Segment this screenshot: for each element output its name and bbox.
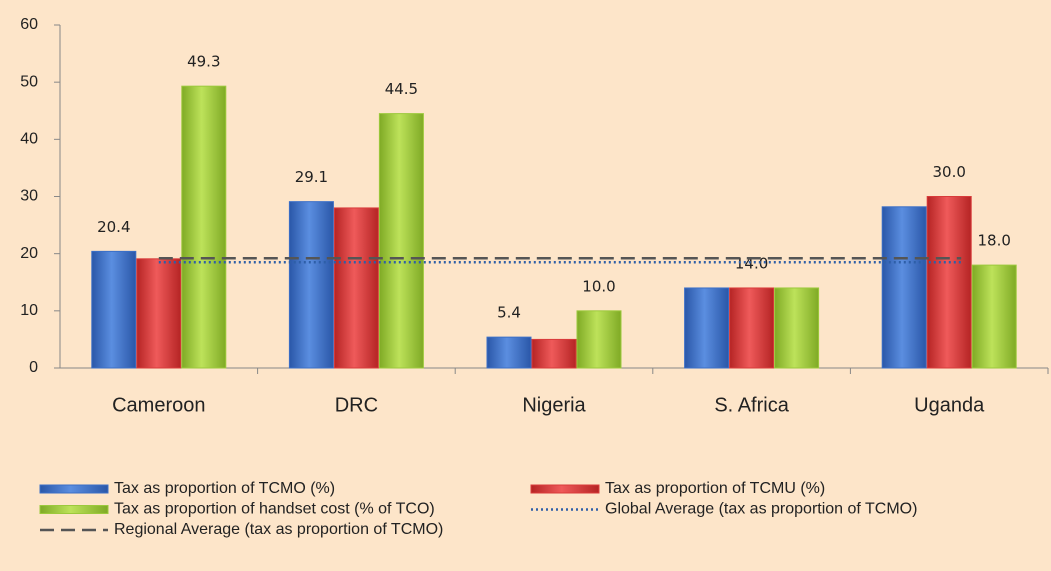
y-tick-label: 20 [20,245,38,262]
y-tick-label: 0 [29,359,38,376]
data-label: 30.0 [932,163,965,181]
y-tick-label: 30 [20,188,38,205]
legend-label: Tax as proportion of handset cost (% of … [114,501,435,518]
bar [531,338,577,369]
legend-swatch [39,505,109,514]
data-label: 18.0 [977,232,1010,250]
bar [684,287,730,369]
legend-label: Tax as proportion of TCMO (%) [114,480,335,497]
bar [881,206,927,369]
legend-label: Regional Average (tax as proportion of T… [114,521,443,538]
data-label: 44.5 [385,80,418,98]
bar [136,258,182,369]
bar [576,310,622,369]
bar [971,264,1017,369]
y-tick-label: 60 [20,16,38,33]
x-tick-label: DRC [335,394,378,416]
x-tick-label: Nigeria [522,394,586,416]
bar [729,287,775,369]
legend-swatch [530,484,600,494]
bar [333,207,379,369]
legend-label: Tax as proportion of TCMU (%) [605,480,825,497]
bar [774,287,820,369]
bar [378,113,424,369]
legend-swatch [39,484,109,494]
bar [486,336,532,369]
data-label: 29.1 [295,168,328,186]
legend-label: Global Average (tax as proportion of TCM… [605,501,917,518]
data-label: 5.4 [497,304,521,322]
y-tick-label: 50 [20,73,38,90]
y-tick-label: 40 [20,131,38,148]
x-tick-label: S. Africa [714,394,789,416]
data-label: 10.0 [582,277,615,295]
bar [91,250,137,369]
data-label: 49.3 [187,53,220,71]
bar [181,85,227,369]
y-tick-label: 10 [20,302,38,319]
x-tick-label: Cameroon [112,394,205,416]
data-label: 20.4 [97,218,130,236]
x-tick-label: Uganda [914,394,985,416]
bar [288,201,334,369]
bar [926,196,972,369]
